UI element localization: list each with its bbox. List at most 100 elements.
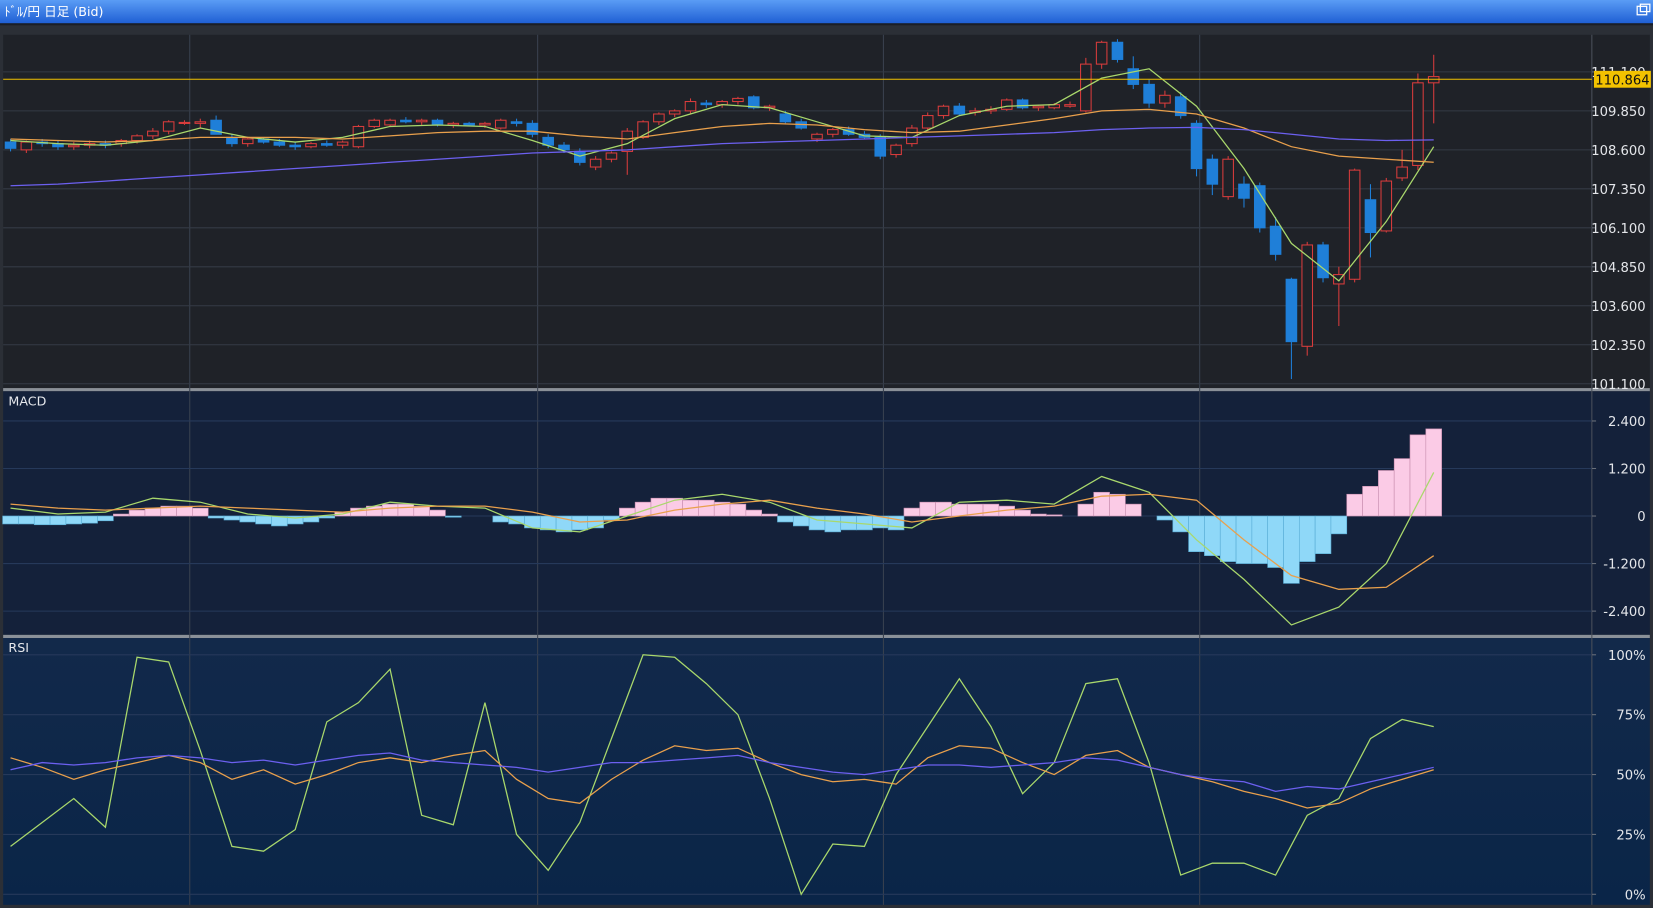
- candle-body: [668, 110, 681, 115]
- histogram-bar: [239, 515, 256, 523]
- candle-body: [447, 122, 460, 126]
- title-bar: [0, 0, 1653, 24]
- histogram-bar: [903, 507, 921, 517]
- candle-body: [1364, 199, 1377, 234]
- y-tick-label: 103.600: [1591, 300, 1645, 315]
- candle-body: [162, 121, 175, 132]
- y-tick-label: 50%: [1616, 769, 1645, 784]
- histogram-bar: [508, 515, 525, 525]
- y-tick-label: 108.600: [1591, 144, 1645, 159]
- candle-body: [1301, 244, 1314, 347]
- histogram-bar: [982, 503, 1000, 517]
- candle-body: [589, 158, 602, 168]
- candle-body: [653, 113, 665, 123]
- candle-body: [463, 122, 475, 126]
- histogram-bar: [381, 503, 399, 517]
- candle-body: [305, 143, 317, 148]
- candle-body: [194, 121, 207, 124]
- histogram-bar: [1109, 493, 1126, 517]
- candle-body: [368, 119, 381, 128]
- candle-body: [400, 119, 412, 123]
- candle-body: [289, 144, 301, 148]
- histogram-bar: [571, 515, 589, 531]
- histogram-bar: [951, 503, 968, 517]
- indicator-line: [10, 752, 1434, 793]
- candle-body: [1253, 185, 1266, 229]
- histogram-bar: [1298, 515, 1316, 562]
- histogram-bar: [1125, 503, 1142, 517]
- indicator-line: [10, 472, 1435, 626]
- candle-body: [1285, 278, 1298, 343]
- candle-body: [779, 113, 792, 123]
- histogram-bar: [1204, 515, 1221, 556]
- histogram-bar: [1346, 493, 1363, 517]
- histogram-bar: [445, 515, 462, 518]
- candle-body: [1222, 158, 1234, 198]
- y-tick-label: 102.350: [1591, 339, 1645, 354]
- restore-button[interactable]: [1636, 3, 1651, 16]
- histogram-bar: [65, 515, 83, 525]
- candle-body: [226, 136, 238, 145]
- current-price-box: [1593, 70, 1651, 88]
- candle-body: [494, 119, 507, 129]
- candle-body: [321, 143, 333, 146]
- candle-body: [842, 129, 855, 135]
- candle-body: [131, 135, 143, 142]
- histogram-bar: [1362, 486, 1379, 517]
- histogram-bar: [128, 509, 146, 517]
- candle-body: [700, 102, 713, 106]
- candle-body: [1159, 94, 1171, 104]
- candle-body: [890, 144, 902, 156]
- histogram-bar: [113, 513, 130, 517]
- candle-body: [1206, 158, 1219, 185]
- candle-body: [352, 125, 365, 148]
- window-title: ﾄﾞﾙ/円 日足 (Bid): [4, 4, 103, 19]
- histogram-bar: [81, 515, 98, 524]
- candle-body: [605, 152, 618, 160]
- indicator-line: [10, 493, 1435, 590]
- y-tick-label: 101.100: [1591, 378, 1645, 393]
- y-tick-label: 2.400: [1608, 415, 1646, 430]
- histogram-bar: [318, 515, 336, 519]
- histogram-bar: [729, 503, 747, 517]
- candle-body: [431, 119, 444, 126]
- panel-title: MACD: [8, 393, 46, 408]
- candle-body: [921, 115, 934, 129]
- histogram-bar: [824, 515, 842, 533]
- histogram-bar: [919, 501, 936, 517]
- candle-body: [906, 127, 918, 145]
- histogram-bar: [192, 507, 209, 517]
- histogram-bar: [539, 515, 557, 531]
- histogram-bar: [255, 515, 272, 525]
- candle-body: [384, 119, 396, 126]
- candle-body: [273, 141, 286, 146]
- y-tick-label: 100%: [1608, 649, 1646, 664]
- candle-body: [827, 129, 839, 135]
- candle-body: [336, 141, 349, 146]
- y-tick-label: 106.100: [1591, 222, 1645, 237]
- candle-body: [1064, 104, 1076, 107]
- histogram-bar: [302, 515, 320, 523]
- y-tick-label: 75%: [1616, 709, 1645, 724]
- candle-body: [210, 119, 222, 135]
- panel-separator: [3, 634, 1650, 639]
- candle-body: [20, 141, 33, 151]
- candle-body: [558, 144, 570, 151]
- candle-body: [1143, 83, 1155, 104]
- candle-body: [4, 141, 17, 149]
- histogram-bar: [666, 497, 683, 517]
- candle-body: [1238, 183, 1250, 199]
- histogram-bar: [777, 515, 794, 523]
- candle-body: [1000, 99, 1013, 110]
- candle-body: [732, 97, 744, 103]
- candle-body: [526, 122, 539, 135]
- candle-body: [67, 144, 80, 148]
- candle-body: [684, 101, 697, 112]
- candle-body: [1190, 122, 1203, 170]
- candle-body: [147, 130, 159, 137]
- panel-title: RSI: [8, 640, 29, 655]
- histogram-bar: [144, 507, 162, 517]
- histogram-bar: [1314, 515, 1332, 554]
- candle-body: [1348, 169, 1361, 280]
